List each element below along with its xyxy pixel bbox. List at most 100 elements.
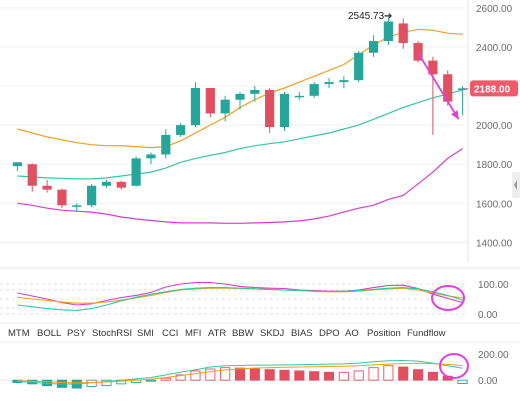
last-price-badge bbox=[470, 80, 518, 97]
macd-bar bbox=[175, 374, 186, 381]
candle-body bbox=[309, 84, 319, 96]
indicator-tab[interactable]: MTM bbox=[8, 328, 30, 339]
macd-bar bbox=[294, 370, 305, 381]
peak-price-label: 2545.73 bbox=[348, 11, 385, 22]
candle-body bbox=[324, 82, 334, 85]
macd-bar bbox=[413, 369, 424, 381]
indicator-tab[interactable]: MFI bbox=[185, 328, 201, 339]
macd-bar bbox=[160, 377, 171, 381]
macd-bar bbox=[383, 365, 394, 381]
indicator-tab[interactable]: BOLL bbox=[37, 328, 61, 339]
candle-body bbox=[176, 125, 186, 135]
macd-bar bbox=[220, 367, 231, 381]
candle-body bbox=[190, 87, 201, 126]
candle-body bbox=[235, 93, 245, 100]
macd-bar bbox=[279, 369, 290, 381]
macd-dea-line bbox=[17, 362, 463, 384]
annotation-arrow-line bbox=[417, 52, 460, 120]
macd-bar bbox=[368, 367, 379, 381]
macd-bar bbox=[353, 370, 364, 381]
indicator-tab[interactable]: ATR bbox=[208, 328, 226, 339]
macd-bar bbox=[309, 371, 320, 381]
indicator-tab[interactable]: BBW bbox=[232, 328, 254, 339]
macd-bar bbox=[249, 367, 260, 381]
grid-lines bbox=[0, 0, 469, 262]
price-tick-label: 1800.00 bbox=[476, 160, 513, 171]
macd-bar bbox=[145, 379, 157, 382]
price-tick-label: 1400.00 bbox=[476, 238, 513, 249]
price-axis[interactable]: 2600.002400.002200.002000.001800.001600.… bbox=[462, 4, 518, 250]
price-tick-label: 1600.00 bbox=[476, 199, 513, 210]
macd-bar bbox=[398, 366, 409, 381]
price-tick-label: 2400.00 bbox=[476, 43, 513, 54]
ma-line-teal bbox=[17, 89, 463, 180]
indicator-tab[interactable]: DPO bbox=[319, 328, 340, 339]
candles bbox=[12, 17, 468, 212]
candle-body bbox=[339, 80, 349, 83]
indicator-tab[interactable]: StochRSI bbox=[92, 328, 132, 339]
indicator-tab[interactable]: SKDJ bbox=[260, 328, 285, 339]
candle-body bbox=[101, 181, 112, 186]
candle-body bbox=[72, 205, 82, 207]
candle-body bbox=[87, 185, 97, 206]
ma-line-pink bbox=[17, 148, 463, 224]
candle-body bbox=[205, 87, 215, 114]
osc-series-line bbox=[17, 281, 463, 306]
indicator-tab[interactable]: Position bbox=[367, 328, 401, 339]
indicator-tab[interactable]: CCI bbox=[162, 328, 178, 339]
candle-body bbox=[265, 89, 275, 128]
osc-series-line bbox=[17, 287, 463, 311]
candle-body bbox=[383, 21, 393, 42]
candle-body bbox=[428, 60, 438, 75]
indicator-tab[interactable]: Fundflow bbox=[407, 328, 446, 339]
candle-body bbox=[250, 89, 260, 94]
chevron-left-icon bbox=[514, 180, 517, 190]
candle-body bbox=[116, 181, 126, 188]
price-tick-label: 2000.00 bbox=[476, 121, 513, 132]
macd-bar bbox=[190, 370, 201, 381]
candle-body bbox=[146, 154, 156, 159]
macd-bar bbox=[101, 379, 112, 386]
candle-body bbox=[161, 134, 171, 155]
candle-body bbox=[294, 95, 304, 98]
macd-bar bbox=[234, 367, 246, 381]
osc-tick-label: 100.00 bbox=[478, 280, 509, 291]
macd-tick-label: 200.00 bbox=[478, 350, 509, 361]
candle-body bbox=[398, 23, 408, 44]
side-handle[interactable] bbox=[512, 172, 520, 198]
oscillator-panel: 100.00 0.00 bbox=[0, 267, 520, 321]
indicator-tabs: MTM BOLL PSY StochRSI SMI CCI MFI ATR BBW SKDJ BIA… bbox=[0, 322, 520, 343]
candle-body bbox=[413, 43, 423, 61]
annotation-arrow-head bbox=[451, 110, 459, 120]
indicator-tab[interactable]: BIAS bbox=[291, 328, 313, 339]
highlight-circle bbox=[439, 353, 469, 379]
peak-arrow-icon: ➔ bbox=[384, 11, 392, 22]
macd-tick-label: 0.00 bbox=[478, 376, 498, 387]
candle-body bbox=[220, 99, 230, 114]
candle-body bbox=[42, 185, 52, 190]
indicator-tab[interactable]: AO bbox=[345, 328, 359, 339]
candle-body bbox=[354, 52, 364, 81]
macd-bar bbox=[205, 368, 216, 381]
osc-tick-label: 0.00 bbox=[478, 310, 498, 321]
indicator-tab[interactable]: SMI bbox=[137, 328, 154, 339]
candle-body bbox=[131, 158, 141, 186]
highlight-circle bbox=[431, 285, 465, 311]
annotations: 2545.73 ➔ bbox=[348, 11, 460, 120]
indicator-tab[interactable]: PSY bbox=[67, 328, 87, 339]
macd-bar bbox=[427, 371, 438, 381]
macd-bar bbox=[338, 371, 349, 381]
candle-body bbox=[457, 88, 468, 90]
candle-body bbox=[57, 189, 67, 206]
macd-panel: 200.00 0.00 bbox=[0, 350, 509, 389]
last-price-text: 2188.00 bbox=[474, 84, 511, 95]
candle-body bbox=[12, 162, 23, 167]
macd-bar bbox=[457, 379, 468, 384]
candle-body bbox=[368, 41, 379, 53]
candle-body bbox=[27, 164, 37, 186]
candle-body bbox=[279, 93, 290, 128]
price-tick-label: 2600.00 bbox=[476, 4, 513, 15]
